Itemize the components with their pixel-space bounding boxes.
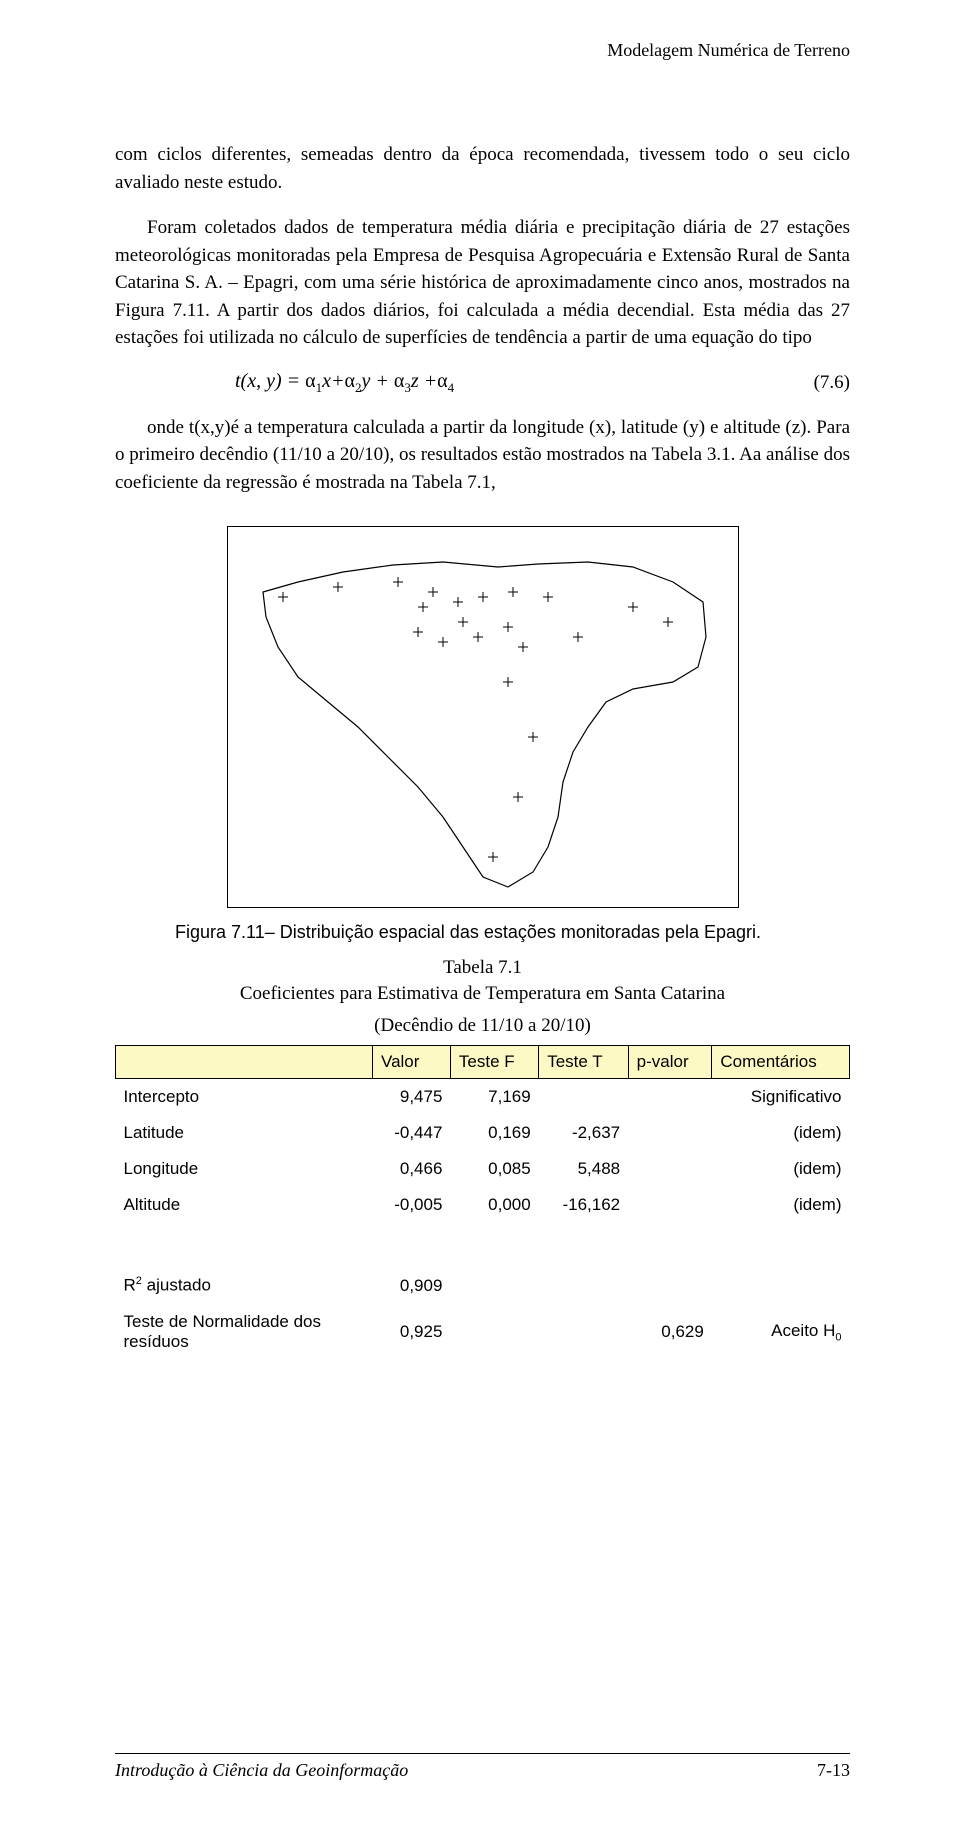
- row-label: Altitude: [116, 1187, 373, 1223]
- map-outline: [263, 562, 706, 887]
- cell-valor: -0,005: [373, 1187, 451, 1223]
- station-marker: [528, 732, 538, 742]
- table-row: Altitude-0,0050,000-16,162 (idem): [116, 1187, 850, 1223]
- table-row: Intercepto9,4757,169 Significativo: [116, 1079, 850, 1116]
- cell-comment: (idem): [712, 1115, 850, 1151]
- cell-testeF: [450, 1267, 538, 1304]
- station-marker: [438, 637, 448, 647]
- stations-group: [278, 577, 673, 862]
- station-marker: [458, 617, 468, 627]
- station-marker: [413, 627, 423, 637]
- cell-testeF: [450, 1304, 538, 1360]
- station-marker: [473, 632, 483, 642]
- paragraph-1: com ciclos diferentes, semeadas dentro d…: [115, 141, 850, 196]
- cell-testeT: -2,637: [539, 1115, 628, 1151]
- station-marker: [503, 677, 513, 687]
- station-marker: [573, 632, 583, 642]
- cell-valor: 9,475: [373, 1079, 451, 1116]
- coefficients-table: ValorTeste FTeste Tp-valorComentários In…: [115, 1045, 850, 1360]
- row-label: R2 ajustado: [116, 1267, 373, 1304]
- table-row: R2 ajustado0,909: [116, 1267, 850, 1304]
- cell-valor: 0,925: [373, 1304, 451, 1360]
- table-row: Longitude0,4660,0855,488 (idem): [116, 1151, 850, 1187]
- table-header-cell: Teste T: [539, 1046, 628, 1079]
- station-marker: [518, 642, 528, 652]
- equation-row: t(x, y) = α1x+α2y + α3z +α4 (7.6): [115, 370, 850, 396]
- page-footer: Introdução à Ciência da Geoinformação 7-…: [0, 1753, 960, 1781]
- cell-pvalor: [628, 1115, 712, 1151]
- table-header-cell: Valor: [373, 1046, 451, 1079]
- station-marker: [503, 622, 513, 632]
- footer-right: 7-13: [817, 1760, 850, 1781]
- cell-testeF: 0,000: [450, 1187, 538, 1223]
- row-label: Latitude: [116, 1115, 373, 1151]
- cell-testeF: 7,169: [450, 1079, 538, 1116]
- station-marker: [393, 577, 403, 587]
- cell-comment: [712, 1267, 850, 1304]
- cell-testeT: [539, 1304, 628, 1360]
- cell-comment: (idem): [712, 1187, 850, 1223]
- table-row: Teste de Normalidade dos resíduos0,925 0,…: [116, 1304, 850, 1360]
- station-marker: [418, 602, 428, 612]
- cell-comment: (idem): [712, 1151, 850, 1187]
- cell-testeF: 0,169: [450, 1115, 538, 1151]
- station-marker: [513, 792, 523, 802]
- running-header: Modelagem Numérica de Terreno: [115, 40, 850, 61]
- cell-testeT: 5,488: [539, 1151, 628, 1187]
- cell-valor: 0,466: [373, 1151, 451, 1187]
- table-header-cell: [116, 1046, 373, 1079]
- station-marker: [628, 602, 638, 612]
- table-body: Intercepto9,4757,169SignificativoLatitud…: [116, 1079, 850, 1360]
- table-subtitle: (Decêndio de 11/10 a 20/10): [115, 1015, 850, 1037]
- station-marker: [278, 592, 288, 602]
- table-gap-row: [116, 1223, 850, 1267]
- cell-testeT: [539, 1267, 628, 1304]
- station-marker: [428, 587, 438, 597]
- paragraph-3: onde t(x,y)é a temperatura calculada a p…: [115, 414, 850, 497]
- table-header-cell: Comentários: [712, 1046, 850, 1079]
- table-name: Tabela 7.1: [115, 957, 850, 979]
- cell-pvalor: [628, 1187, 712, 1223]
- station-marker: [663, 617, 673, 627]
- cell-testeF: 0,085: [450, 1151, 538, 1187]
- figure-map: [227, 526, 739, 908]
- cell-valor: 0,909: [373, 1267, 451, 1304]
- table-header-cell: Teste F: [450, 1046, 538, 1079]
- cell-pvalor: [628, 1079, 712, 1116]
- footer-left: Introdução à Ciência da Geoinformação: [115, 1760, 408, 1781]
- table-header-cell: p-valor: [628, 1046, 712, 1079]
- station-marker: [488, 852, 498, 862]
- table-title: Coeficientes para Estimativa de Temperat…: [115, 983, 850, 1005]
- cell-testeT: [539, 1079, 628, 1116]
- figure-caption: Figura 7.11– Distribuição espacial das e…: [175, 922, 850, 943]
- row-label: Intercepto: [116, 1079, 373, 1116]
- cell-testeT: -16,162: [539, 1187, 628, 1223]
- cell-valor: -0,447: [373, 1115, 451, 1151]
- row-label: Teste de Normalidade dos resíduos: [116, 1304, 373, 1360]
- cell-comment: Significativo: [712, 1079, 850, 1116]
- station-marker: [333, 582, 343, 592]
- cell-pvalor: 0,629: [628, 1304, 712, 1360]
- equation: t(x, y) = α1x+α2y + α3z +α4: [115, 370, 454, 396]
- table-row: Latitude-0,4470,169-2,637 (idem): [116, 1115, 850, 1151]
- equation-number: (7.6): [814, 372, 850, 394]
- station-marker: [543, 592, 553, 602]
- station-marker: [508, 587, 518, 597]
- table-header-row: ValorTeste FTeste Tp-valorComentários: [116, 1046, 850, 1079]
- cell-pvalor: [628, 1267, 712, 1304]
- row-label: Longitude: [116, 1151, 373, 1187]
- station-marker: [453, 597, 463, 607]
- paragraph-2: Foram coletados dados de temperatura méd…: [115, 214, 850, 352]
- map-svg: [228, 527, 738, 907]
- station-marker: [478, 592, 488, 602]
- cell-pvalor: [628, 1151, 712, 1187]
- cell-comment: Aceito H0: [712, 1304, 850, 1360]
